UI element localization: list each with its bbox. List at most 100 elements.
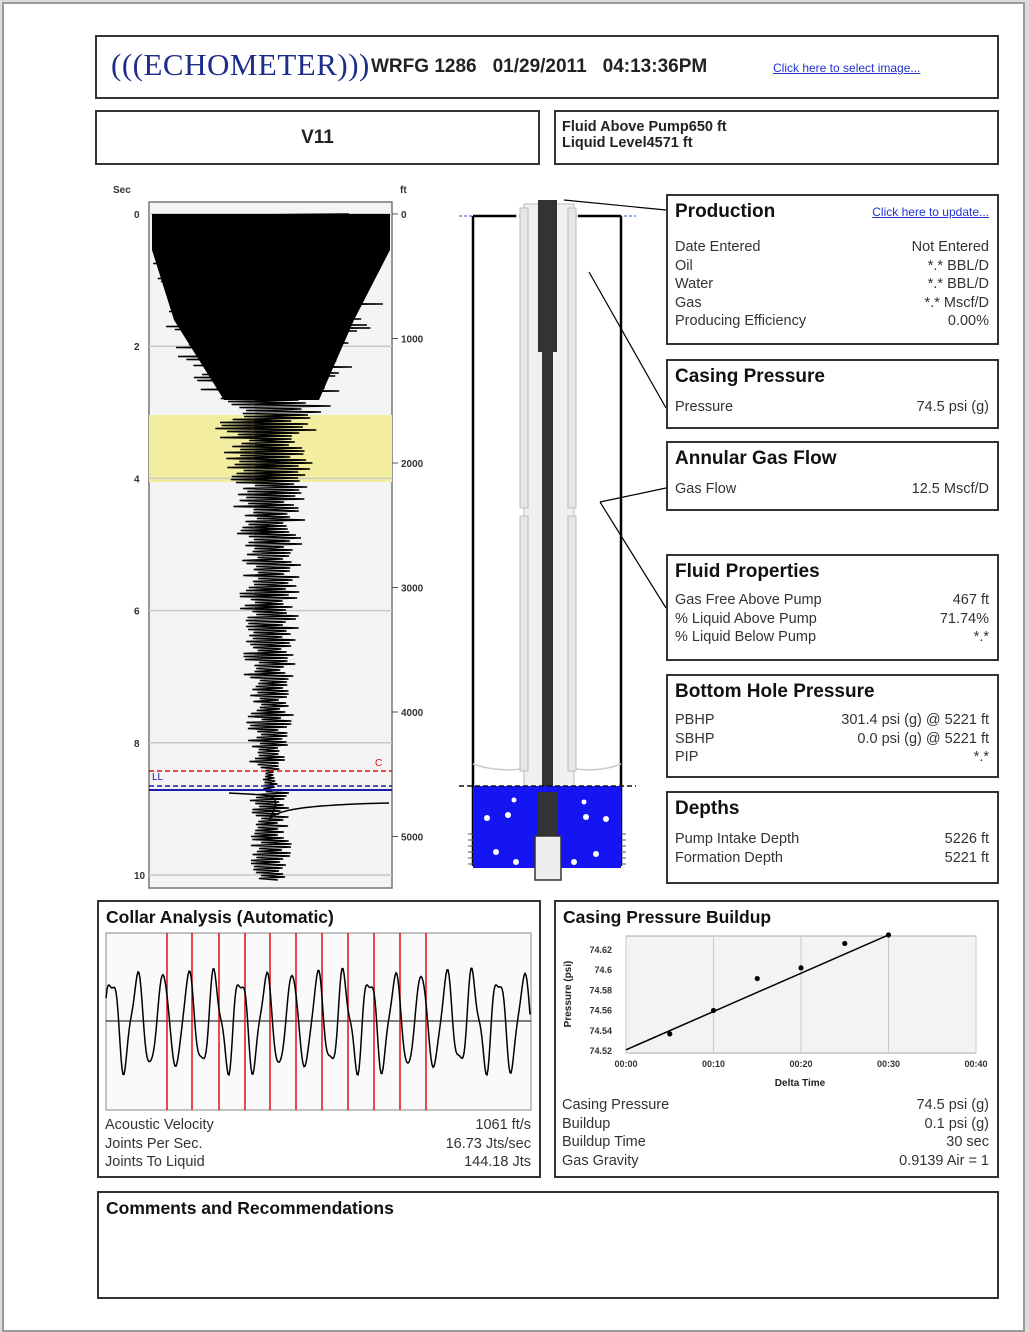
y-tick-label: 74.58 [589, 985, 612, 995]
bottom-hole-pressure-title: Bottom Hole Pressure [675, 681, 875, 702]
sec-tick-label: 4 [134, 474, 140, 485]
annular-gas-flow-title: Annular Gas Flow [675, 448, 837, 469]
buildup-title: Casing Pressure Buildup [563, 907, 772, 927]
data-point [798, 965, 804, 971]
sec-tick-label: 2 [134, 342, 140, 353]
info-label: SBHP [675, 730, 715, 747]
info-value: 5226 ft [944, 831, 989, 847]
ft-tick-label: 3000 [401, 584, 424, 595]
info-label: Producing Efficiency [675, 313, 807, 329]
info-value: *.* BBL/D [927, 257, 989, 274]
info-label: Oil [675, 257, 693, 274]
info-label: Buildup [562, 1115, 611, 1132]
ft-tick-label: 4000 [401, 708, 424, 719]
info-row: Liquid Level4571 ft [562, 135, 989, 151]
info-row: % Liquid Below Pump *.* [675, 628, 989, 647]
test-name: V11 [301, 127, 334, 148]
info-label: Buildup Time [562, 1134, 646, 1150]
info-label: Liquid Level [562, 135, 647, 151]
info-value: Not Entered [911, 239, 989, 255]
rod-string [542, 352, 553, 842]
fluid-properties-panel: Fluid Properties Gas Free Above Pump 467 … [666, 554, 999, 661]
info-row: Buildup Time 30 sec [562, 1133, 989, 1152]
info-value: 0.9139 Air = 1 [899, 1152, 989, 1169]
info-label: Joints To Liquid [105, 1154, 205, 1170]
comments-panel[interactable]: Comments and Recommendations [97, 1191, 999, 1299]
x-axis-label: Delta Time [775, 1078, 826, 1089]
comments-title: Comments and Recommendations [106, 1198, 394, 1218]
data-point [754, 975, 760, 982]
x-tick-label: 00:20 [789, 1059, 812, 1069]
info-row: Joints To Liquid 144.18 Jts [105, 1153, 531, 1172]
info-label: Gas Flow [675, 481, 737, 497]
x-tick-label: 00:40 [964, 1059, 987, 1069]
y-axis-label: Pressure (psi) [563, 961, 574, 1028]
info-row: % Liquid Above Pump 71.74% [675, 610, 989, 629]
info-label: Gas Gravity [562, 1152, 639, 1169]
sec-tick-label: 0 [134, 210, 140, 221]
info-value: *.* BBL/D [927, 276, 989, 292]
y-tick-label: 74.52 [589, 1046, 612, 1056]
data-point [842, 940, 848, 947]
acoustic-trace-chart: Sec ft 0 2 4 6 8 10 0 1000 2000 3000 4000 5000 C LL [104, 180, 444, 892]
marker-c: C [375, 758, 382, 769]
depths-title: Depths [675, 798, 740, 819]
info-row: PBHP 301.4 psi (g) @ 5221 ft [675, 711, 989, 730]
bottom-hole-pressure-panel: Bottom Hole Pressure PBHP 301.4 psi (g) @… [666, 674, 999, 778]
info-row: Pump Intake Depth 5226 ft [675, 830, 989, 849]
info-value: 74.5 psi (g) [916, 399, 989, 415]
trend-line [625, 934, 889, 1051]
report-header: (((ECHOMETER))) WRFG 1286 01/29/2011 04:… [95, 35, 999, 99]
info-label: Water [675, 276, 714, 292]
info-row: Formation Depth 5221 ft [675, 849, 989, 868]
info-value: 71.74% [939, 610, 989, 627]
info-row: Producing Efficiency 0.00% [675, 312, 989, 331]
sec-axis-unit: Sec [113, 185, 131, 196]
ft-tick-label: 1000 [401, 335, 424, 346]
info-value: 467 ft [952, 592, 989, 608]
x-tick-label: 00:30 [877, 1059, 900, 1069]
y-tick-label: 74.6 [594, 965, 612, 975]
info-label: Pump Intake Depth [675, 831, 800, 847]
info-value: 650 ft [688, 119, 727, 135]
info-row: Joints Per Sec. 16.73 Jts/sec [105, 1135, 531, 1154]
sec-tick-label: 10 [134, 871, 146, 882]
info-label: % Liquid Above Pump [675, 610, 817, 627]
info-label: Fluid Above Pump [562, 119, 689, 135]
info-label: Gas [675, 294, 702, 311]
echo-waveform [153, 213, 385, 881]
gas-bubbles [484, 797, 609, 865]
info-value: 5221 ft [944, 849, 989, 866]
info-label: Gas Free Above Pump [675, 592, 822, 608]
casing-pressure-title: Casing Pressure [675, 366, 825, 387]
info-row: Gas *.* Mscf/D [675, 294, 989, 313]
select-image-link[interactable]: Click here to select image... [773, 61, 921, 75]
info-value: 301.4 psi (g) @ 5221 ft [841, 712, 989, 728]
info-label: Pressure [675, 399, 734, 415]
update-production-link[interactable]: Click here to update... [872, 205, 989, 219]
info-row: Casing Pressure 74.5 psi (g) [562, 1096, 989, 1115]
info-value: 12.5 Mscf/D [911, 481, 989, 497]
info-value: *.* Mscf/D [924, 294, 989, 311]
x-tick-label: 00:10 [702, 1059, 725, 1069]
y-tick-label: 74.56 [589, 1006, 612, 1016]
ft-tick-label: 0 [401, 210, 407, 221]
echometer-logo: (((ECHOMETER))) [111, 47, 370, 82]
info-row: SBHP 0.0 psi (g) @ 5221 ft [675, 730, 989, 749]
info-value: 30 sec [946, 1134, 989, 1150]
pressure-buildup-panel: Casing Pressure Buildup 00:00 00:10 00:20 0… [554, 900, 999, 1178]
casing-pressure-panel: Casing Pressure Pressure 74.5 psi (g) [666, 359, 999, 429]
info-row: Date Entered Not Entered [675, 238, 989, 257]
collar-waveform-line [105, 967, 531, 1077]
info-row: Fluid Above Pump650 ft [562, 119, 989, 135]
info-value: 0.0 psi (g) @ 5221 ft [857, 730, 989, 747]
polished-rod [538, 200, 557, 352]
info-value: *.* [973, 749, 989, 765]
info-row: Gas Free Above Pump 467 ft [675, 591, 989, 610]
sec-tick-label: 6 [134, 607, 140, 618]
data-point [710, 1007, 717, 1014]
sec-tick-label: 8 [134, 739, 140, 750]
fluid-properties-title: Fluid Properties [675, 561, 820, 582]
info-value: 74.5 psi (g) [916, 1097, 989, 1113]
ft-axis-unit: ft [400, 185, 407, 196]
